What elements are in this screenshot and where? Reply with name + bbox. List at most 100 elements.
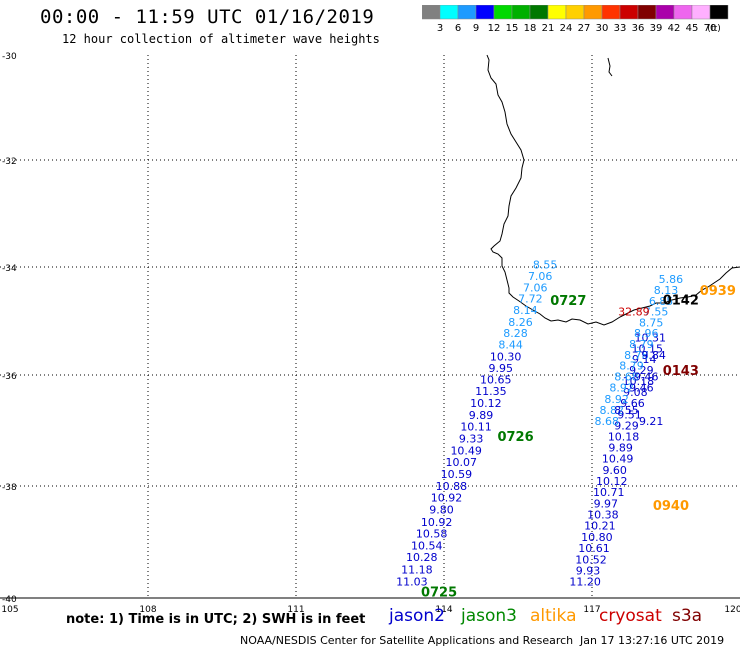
wave-height-value: 9.97 bbox=[594, 497, 619, 510]
color-bin bbox=[493, 5, 513, 20]
wave-height-value: 10.65 bbox=[480, 373, 512, 386]
pass-time: 0725 bbox=[421, 585, 457, 600]
wave-height-value: 8.68 bbox=[595, 415, 620, 428]
color-bin-label: 6 bbox=[455, 23, 461, 34]
wave-height-value: 9.80 bbox=[429, 503, 454, 516]
legend-cryosat: cryosat bbox=[599, 606, 662, 626]
color-bin-label: 45 bbox=[686, 23, 699, 34]
lat-tick-label: -36 bbox=[2, 372, 17, 382]
color-bin-label: 9 bbox=[473, 23, 479, 34]
color-bin-label: 30 bbox=[596, 23, 609, 34]
wave-height-value: 8.28 bbox=[503, 327, 528, 340]
color-bin bbox=[475, 5, 495, 20]
wave-height-value: 10.49 bbox=[450, 444, 482, 457]
pass-time: 0143 bbox=[663, 364, 699, 379]
color-bin bbox=[439, 5, 459, 20]
wave-height-value: 10.15 bbox=[632, 342, 664, 355]
pass-time: 0940 bbox=[653, 499, 689, 514]
pass-time: 0142 bbox=[663, 293, 699, 308]
wave-height-value: 9.51 bbox=[617, 408, 642, 421]
color-bin bbox=[565, 5, 585, 20]
wave-height-value: 10.28 bbox=[406, 551, 438, 564]
wave-height-value: 9.33 bbox=[459, 433, 484, 446]
wave-height-value: 6.85 bbox=[649, 295, 674, 308]
wave-height-value: 11.35 bbox=[475, 385, 507, 398]
wave-height-value: 10.80 bbox=[581, 531, 613, 544]
wave-height-value: 8.79 bbox=[629, 338, 654, 351]
color-unit-label: (ft) bbox=[707, 24, 721, 34]
lat-tick-label: -40 bbox=[2, 595, 17, 605]
footer-timestamp: Jan 17 13:27:16 UTC 2019 bbox=[580, 634, 725, 647]
color-bin bbox=[637, 5, 657, 20]
wave-height-value: 10.59 bbox=[441, 468, 473, 481]
wave-height-value: 11.03 bbox=[396, 576, 428, 589]
wave-height-value: 9.08 bbox=[623, 386, 648, 399]
wave-height-value: 10.92 bbox=[421, 516, 453, 529]
wave-height-value: 9.14 bbox=[632, 353, 657, 366]
map-subtitle: 12 hour collection of altimeter wave hei… bbox=[62, 32, 380, 46]
wave-height-value: 8.78 bbox=[624, 349, 649, 362]
color-bin bbox=[691, 5, 711, 20]
wave-height-value: 10.07 bbox=[446, 456, 478, 469]
color-scale-bar: 3 6 9 12 15 18 21 24 27 30 33 36 39 42 45 70(ft) bbox=[422, 5, 729, 34]
color-bin bbox=[547, 5, 567, 20]
wave-height-value: 10.21 bbox=[584, 520, 616, 533]
wave-height-value: 9.46 bbox=[634, 371, 659, 384]
color-bin bbox=[655, 5, 675, 20]
coastline-south bbox=[550, 266, 740, 326]
color-bin-label: 12 bbox=[488, 23, 501, 34]
wave-height-value: 10.88 bbox=[436, 480, 468, 493]
wave-height-value: 9.29 bbox=[629, 364, 654, 377]
lon-tick-label: 105 bbox=[1, 605, 18, 615]
wave-height-value: 8.96 bbox=[634, 327, 659, 340]
pass-time: 0726 bbox=[497, 430, 533, 445]
color-bin-label: 27 bbox=[578, 23, 591, 34]
wave-height-value: 7.55 bbox=[644, 306, 669, 319]
footer-note: note: 1) Time is in UTC; 2) SWH is in fe… bbox=[66, 612, 366, 627]
color-bin bbox=[422, 5, 441, 20]
color-bin-label: 18 bbox=[524, 23, 537, 34]
wave-height-value: 10.54 bbox=[411, 539, 443, 552]
wave-height-value: 8.92 bbox=[609, 382, 634, 395]
legend-s3a: s3a bbox=[672, 606, 703, 626]
lat-tick-label: -38 bbox=[2, 483, 17, 493]
wave-height-value: 8.55 bbox=[533, 259, 558, 272]
wave-height-value: 8.82 bbox=[599, 404, 624, 417]
wave-height-value: 10.58 bbox=[416, 528, 448, 541]
wave-height-value: 10.92 bbox=[431, 492, 463, 505]
wave-height-value: 7.72 bbox=[518, 293, 543, 306]
color-bin bbox=[673, 5, 693, 20]
wave-height-value: 9.93 bbox=[576, 564, 601, 577]
wave-height-value: 8.68 bbox=[614, 371, 639, 384]
wave-height-value: 9.95 bbox=[488, 362, 513, 375]
pass-time: 0727 bbox=[550, 294, 586, 309]
wave-height-value: 10.18 bbox=[623, 375, 655, 388]
wave-height-value: 11.20 bbox=[569, 576, 601, 589]
extra-labels: 8.55 9.469.46 9.84 9.21 32.89 bbox=[614, 306, 666, 428]
wave-height-value: 7.06 bbox=[523, 281, 548, 294]
color-bin bbox=[619, 5, 639, 20]
color-bin-label: 36 bbox=[632, 23, 645, 34]
wave-height-value: 11.18 bbox=[401, 563, 433, 576]
color-bin bbox=[709, 5, 729, 20]
color-bin-label: 24 bbox=[560, 23, 573, 34]
color-bin-label: 39 bbox=[650, 23, 663, 34]
wave-height-value: 10.38 bbox=[587, 508, 619, 521]
coastline-west bbox=[486, 54, 552, 322]
wave-height-value: 9.21 bbox=[639, 415, 664, 428]
color-bin bbox=[511, 5, 531, 20]
color-bin-label: 70 bbox=[704, 23, 717, 34]
wave-height-value: 9.84 bbox=[641, 349, 666, 362]
wave-height-value: 9.66 bbox=[620, 397, 645, 410]
wave-height-value: 9.89 bbox=[608, 442, 633, 455]
wave-height-value: 10.30 bbox=[490, 350, 522, 363]
wave-height-value: 7.06 bbox=[528, 270, 553, 283]
color-bin-label: 3 bbox=[437, 23, 443, 34]
axis-labels: 105 108 111 114 117 120-30-32-34-36-38-40 bbox=[1, 52, 740, 615]
wave-height-value: 8.55 bbox=[614, 404, 639, 417]
footer-credit: NOAA/NESDIS Center for Satellite Applica… bbox=[240, 634, 574, 647]
wave-height-value: 10.71 bbox=[593, 486, 625, 499]
color-bin-label: 42 bbox=[668, 23, 681, 34]
altimeter-tracks: 11.0311.1810.2810.5410.5810.929.8010.921… bbox=[396, 259, 683, 589]
